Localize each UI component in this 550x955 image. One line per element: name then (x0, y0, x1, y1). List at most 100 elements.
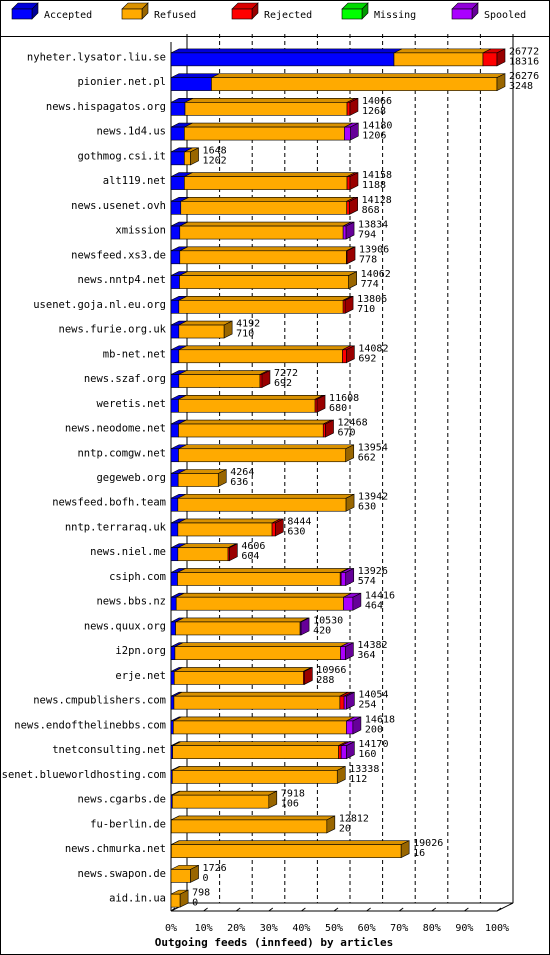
accepted-label: 630 (287, 526, 305, 537)
bar-segment-front (178, 324, 225, 339)
bar-segment-front (170, 151, 185, 166)
bar-segment-front (170, 201, 182, 215)
bar-segment-refused (178, 320, 233, 339)
offered-label: 14128 (362, 195, 392, 206)
row-label-news-chmurka-net: news.chmurka.net (65, 843, 166, 855)
x-tick-mark (268, 907, 274, 912)
bar-segment-spooled (343, 592, 362, 611)
bar-segment-refused (180, 197, 355, 215)
bar-segment-refused (171, 815, 335, 834)
bar-segment-top (179, 221, 352, 227)
legend-item-accepted: Accepted (11, 2, 92, 21)
row-label-newsfeed-bofh-team: newsfeed.bofh.team (52, 497, 166, 509)
legend-label: Spooled (484, 10, 526, 21)
bar-segment-front (170, 473, 179, 487)
bar-segment-refused (175, 617, 309, 636)
legend-swatch (121, 8, 143, 20)
accepted-label: 710 (357, 304, 375, 315)
bar-segment-front (173, 695, 341, 710)
accepted-label: 0 (203, 873, 209, 884)
bar-segment-front (170, 126, 185, 141)
bar-segment-front (393, 52, 484, 67)
bar-segment-top (178, 444, 354, 450)
row-label-nntp-comgw-net: nntp.comgw.net (77, 447, 166, 459)
row-label-nyheter-lysator-liu-se: nyheter.lysator.liu.se (27, 51, 166, 63)
row-label-aid-in-ua: aid.in.ua (109, 893, 166, 905)
bar-segment-front (170, 250, 181, 265)
offered-label: 7918 (281, 789, 305, 800)
accepted-label: 3248 (509, 81, 533, 92)
offered-label: 14618 (365, 714, 395, 725)
legend-item-spooled: Spooled (451, 2, 526, 21)
bar-segment-front (170, 102, 186, 116)
offered-label: 14382 (357, 640, 387, 651)
offered-label: 7272 (274, 368, 298, 379)
bar-segment-front (178, 398, 316, 413)
bar-segment-front (170, 497, 179, 512)
bar-segment-front (170, 299, 180, 314)
bar-segment-front (178, 374, 261, 388)
bar-segment-front (184, 151, 191, 166)
offered-label: 26772 (509, 46, 539, 57)
bar-segment-front (173, 671, 304, 685)
x-axis: 0% 10% 20% 30% 40% 50% 60% 70% 80% 90% 100% (165, 907, 509, 934)
offered-label: 19026 (413, 838, 443, 849)
bar-end-cap (345, 221, 355, 240)
offered-label: 13906 (359, 244, 389, 255)
row-label-news-swapon-de: news.swapon.de (77, 868, 166, 880)
bar-segment-refused (178, 444, 354, 463)
accepted-label: 1202 (203, 155, 227, 166)
row-label-gothmog-csi-it: gothmog.csi.it (77, 150, 166, 162)
bar-end-cap (325, 419, 334, 438)
bar-segment-refused (178, 370, 269, 388)
bar-segment-front (170, 893, 181, 908)
x-tick-mark (203, 907, 208, 912)
bar-segment-front (340, 646, 346, 661)
x-tick-mark (431, 907, 437, 912)
bar-segment-refused (178, 345, 351, 364)
bar-segment-top (178, 394, 324, 400)
bar-segment-front (170, 572, 178, 586)
bar-end-cap (179, 889, 189, 908)
offered-label: 14062 (361, 269, 391, 280)
accepted-label: 288 (316, 675, 334, 686)
row-label-news-szaf-org: news.szaf.org (84, 373, 166, 385)
row-label-news-cgarbs-de: news.cgarbs.de (77, 794, 166, 806)
bar-segment-refused (179, 246, 355, 265)
accepted-label: 1188 (362, 180, 386, 191)
bar-end-cap (496, 73, 506, 92)
bar-segment-front (271, 522, 276, 537)
row-label-newsfeed-xs3-de: newsfeed.xs3.de (71, 249, 166, 261)
bar-segment-front (482, 52, 498, 67)
legend-swatch (451, 8, 473, 20)
offered-label: 10530 (313, 615, 343, 626)
bar-segment-top (177, 493, 355, 499)
accepted-label: 692 (274, 378, 292, 389)
bar-segment-front (184, 126, 345, 141)
accepted-label: 106 (281, 799, 299, 810)
row-label-news-usenet-ovh: news.usenet.ovh (71, 200, 166, 212)
bar-segment-top (176, 592, 352, 598)
offered-label: 14180 (362, 121, 392, 132)
bar-segment-top (180, 197, 355, 202)
offered-label: 14170 (358, 739, 388, 750)
bar-segment-front (177, 547, 229, 562)
bar-segment-refused (177, 493, 355, 512)
row-label-news-cmpublishers-com: news.cmpublishers.com (33, 695, 166, 707)
